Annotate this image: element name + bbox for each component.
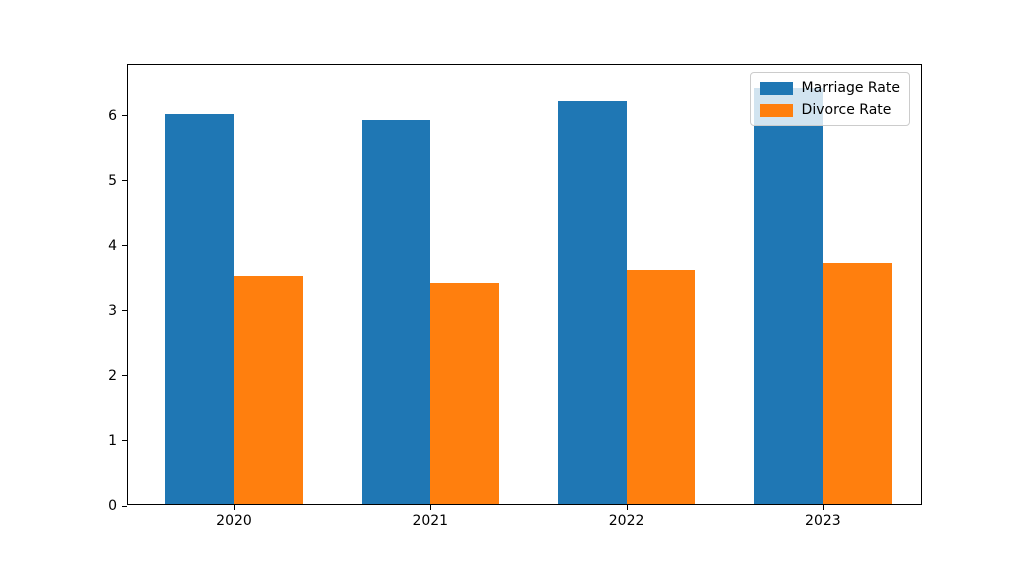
x-tick-label-2023: 2023 <box>805 513 841 529</box>
y-tick-mark <box>122 115 127 117</box>
bar-2023-divorce-rate <box>822 263 892 504</box>
y-tick-mark <box>122 245 127 247</box>
legend-label-marriage-rate: Marriage Rate <box>801 80 900 96</box>
legend: Marriage Rate Divorce Rate <box>749 72 910 126</box>
x-tick-label-2022: 2022 <box>608 513 645 529</box>
x-tick-label-2021: 2021 <box>412 513 449 529</box>
y-tick-label: 5 <box>108 172 117 189</box>
legend-item-marriage-rate: Marriage Rate <box>759 80 900 96</box>
y-tick-mark <box>122 375 127 377</box>
bar-2022-divorce-rate <box>626 269 696 504</box>
y-tick-label: 1 <box>108 432 117 449</box>
y-tick-mark <box>122 310 127 312</box>
marriage-rate-swatch <box>759 81 793 95</box>
divorce-rate-swatch <box>759 103 793 117</box>
bar-2021-marriage-rate <box>361 120 431 504</box>
y-tick-mark <box>122 505 127 507</box>
legend-item-divorce-rate: Divorce Rate <box>759 102 900 118</box>
x-axis: 2020 2021 2022 2023 <box>128 65 921 529</box>
bar-2022-marriage-rate <box>557 100 627 504</box>
y-tick-mark <box>122 180 127 182</box>
bar-2020-divorce-rate <box>234 276 303 504</box>
x-tick-mark <box>626 505 628 510</box>
y-tick-label: 3 <box>108 302 117 319</box>
y-axis: 0 1 2 3 4 5 6 <box>108 65 921 514</box>
bar-2020-marriage-rate <box>165 113 234 504</box>
x-tick-label-2020: 2020 <box>216 513 252 529</box>
y-tick-mark <box>122 440 127 442</box>
y-tick-label: 6 <box>108 107 117 124</box>
bar-2023-marriage-rate <box>754 87 823 504</box>
legend-label-divorce-rate: Divorce Rate <box>801 102 892 118</box>
x-tick-mark <box>822 505 824 510</box>
x-tick-mark <box>234 505 235 510</box>
bar-2021-divorce-rate <box>430 282 499 504</box>
bars-layer <box>128 65 921 504</box>
y-tick-label: 0 <box>108 498 117 514</box>
x-tick-mark <box>430 505 432 510</box>
y-tick-label: 2 <box>108 367 117 384</box>
y-tick-label: 4 <box>108 237 117 254</box>
plot-area: 0 1 2 3 4 5 6 2020 2021 2022 2023 Marriage Rate D… <box>108 64 922 529</box>
